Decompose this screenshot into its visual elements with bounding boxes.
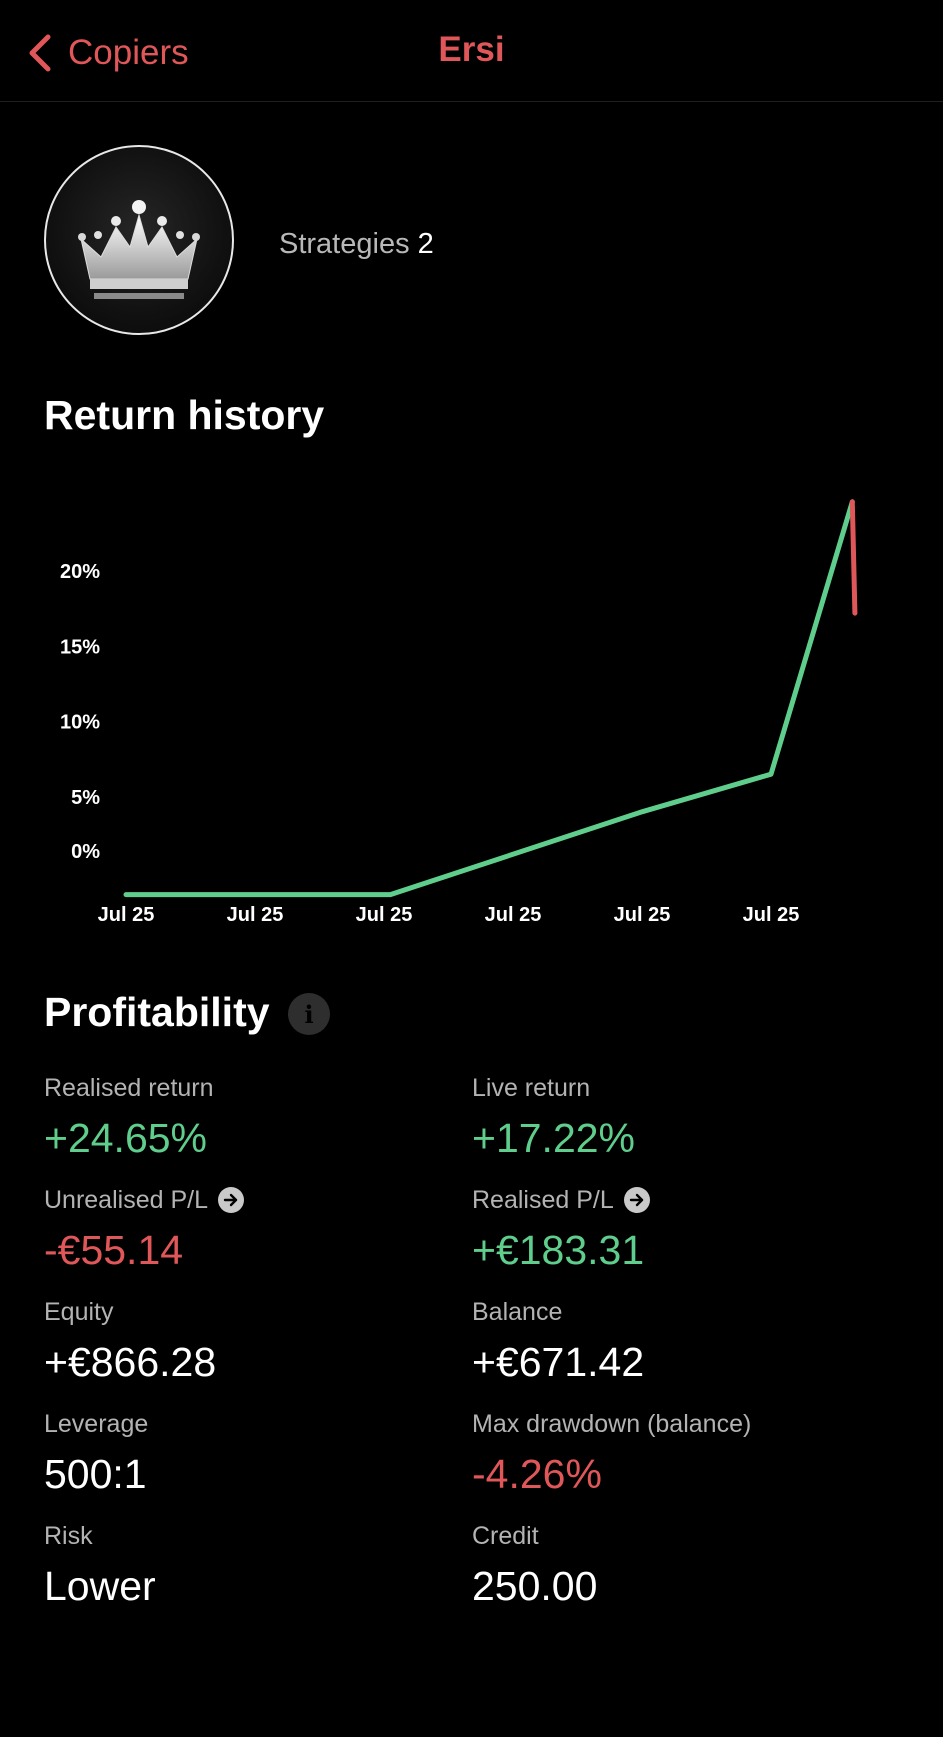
metric-equity: Equity +€866.28 [44, 1296, 216, 1386]
metric-label: Balance [472, 1297, 563, 1326]
metric-live-return: Live return +17.22% [472, 1072, 635, 1162]
metric-credit: Credit 250.00 [472, 1520, 597, 1610]
y-tick-label: 10% [60, 712, 100, 734]
metric-label: Leverage [44, 1409, 149, 1438]
crown-icon [78, 200, 200, 299]
metric-value: +24.65% [44, 1115, 207, 1161]
return-history-title: Return history [44, 392, 325, 438]
back-button[interactable]: Copiers [24, 28, 189, 78]
metric-label: Max drawdown (balance) [472, 1409, 752, 1438]
metric-value: -€55.14 [44, 1227, 184, 1273]
strategies-count: Strategies 2 [279, 228, 434, 261]
y-tick-label: 15% [60, 636, 100, 658]
y-tick-label: 0% [71, 841, 100, 863]
strategies-value: 2 [417, 228, 434, 260]
metric-value: +17.22% [472, 1115, 635, 1161]
return-history-chart: 0% 5% 10% 15% 20% Jul 25 Jul 25 Jul 25 Jul 25 Ju… [60, 499, 858, 926]
x-tick-label: Jul 25 [743, 904, 800, 926]
metric-label: Realised P/L [472, 1185, 614, 1214]
series-line-1 [849, 499, 858, 616]
metric-label: Risk [44, 1521, 93, 1550]
metric-value: -4.26% [472, 1451, 602, 1497]
metric-risk: Risk Lower [44, 1520, 156, 1610]
metric-unrealised-p-l[interactable]: Unrealised P/L -€55.14 [44, 1184, 244, 1274]
metric-label: Credit [472, 1521, 539, 1550]
metric-value: 500:1 [44, 1451, 147, 1497]
profitability-title: Profitability [44, 989, 270, 1035]
x-tick-label: Jul 25 [356, 904, 413, 926]
nav-bar: Copiers Ersi [0, 0, 943, 102]
series-line-0 [123, 499, 855, 898]
metric-label: Unrealised P/L [44, 1185, 208, 1214]
y-tick-label: 20% [60, 561, 100, 583]
avatar [44, 145, 234, 335]
metric-max-drawdown-balance: Max drawdown (balance) -4.26% [472, 1408, 751, 1498]
metric-realised-p-l[interactable]: Realised P/L +€183.31 [472, 1184, 650, 1274]
metric-realised-return: Realised return +24.65% [44, 1072, 214, 1162]
x-tick-label: Jul 25 [485, 904, 542, 926]
y-tick-label: 5% [71, 787, 100, 809]
x-tick-label: Jul 25 [227, 904, 284, 926]
back-label: Copiers [68, 33, 189, 72]
metric-label: Equity [44, 1297, 114, 1326]
metric-leverage: Leverage 500:1 [44, 1408, 148, 1498]
page-title: Ersi [438, 30, 505, 69]
metric-value: +€671.42 [472, 1339, 645, 1385]
x-tick-label: Jul 25 [98, 904, 155, 926]
info-icon[interactable]: i [288, 993, 330, 1035]
x-tick-label: Jul 25 [614, 904, 671, 926]
metric-label: Live return [472, 1073, 591, 1102]
metric-value: +€866.28 [44, 1339, 217, 1385]
arrow-right-icon[interactable] [217, 1187, 244, 1213]
strategies-label: Strategies [279, 228, 410, 260]
metric-balance: Balance +€671.42 [472, 1296, 644, 1386]
arrow-right-icon[interactable] [623, 1187, 650, 1213]
metric-value: 250.00 [472, 1563, 598, 1609]
metric-value: +€183.31 [472, 1227, 645, 1273]
metric-label: Realised return [44, 1073, 214, 1102]
metric-value: Lower [44, 1563, 156, 1609]
chevron-left-icon [29, 34, 51, 72]
